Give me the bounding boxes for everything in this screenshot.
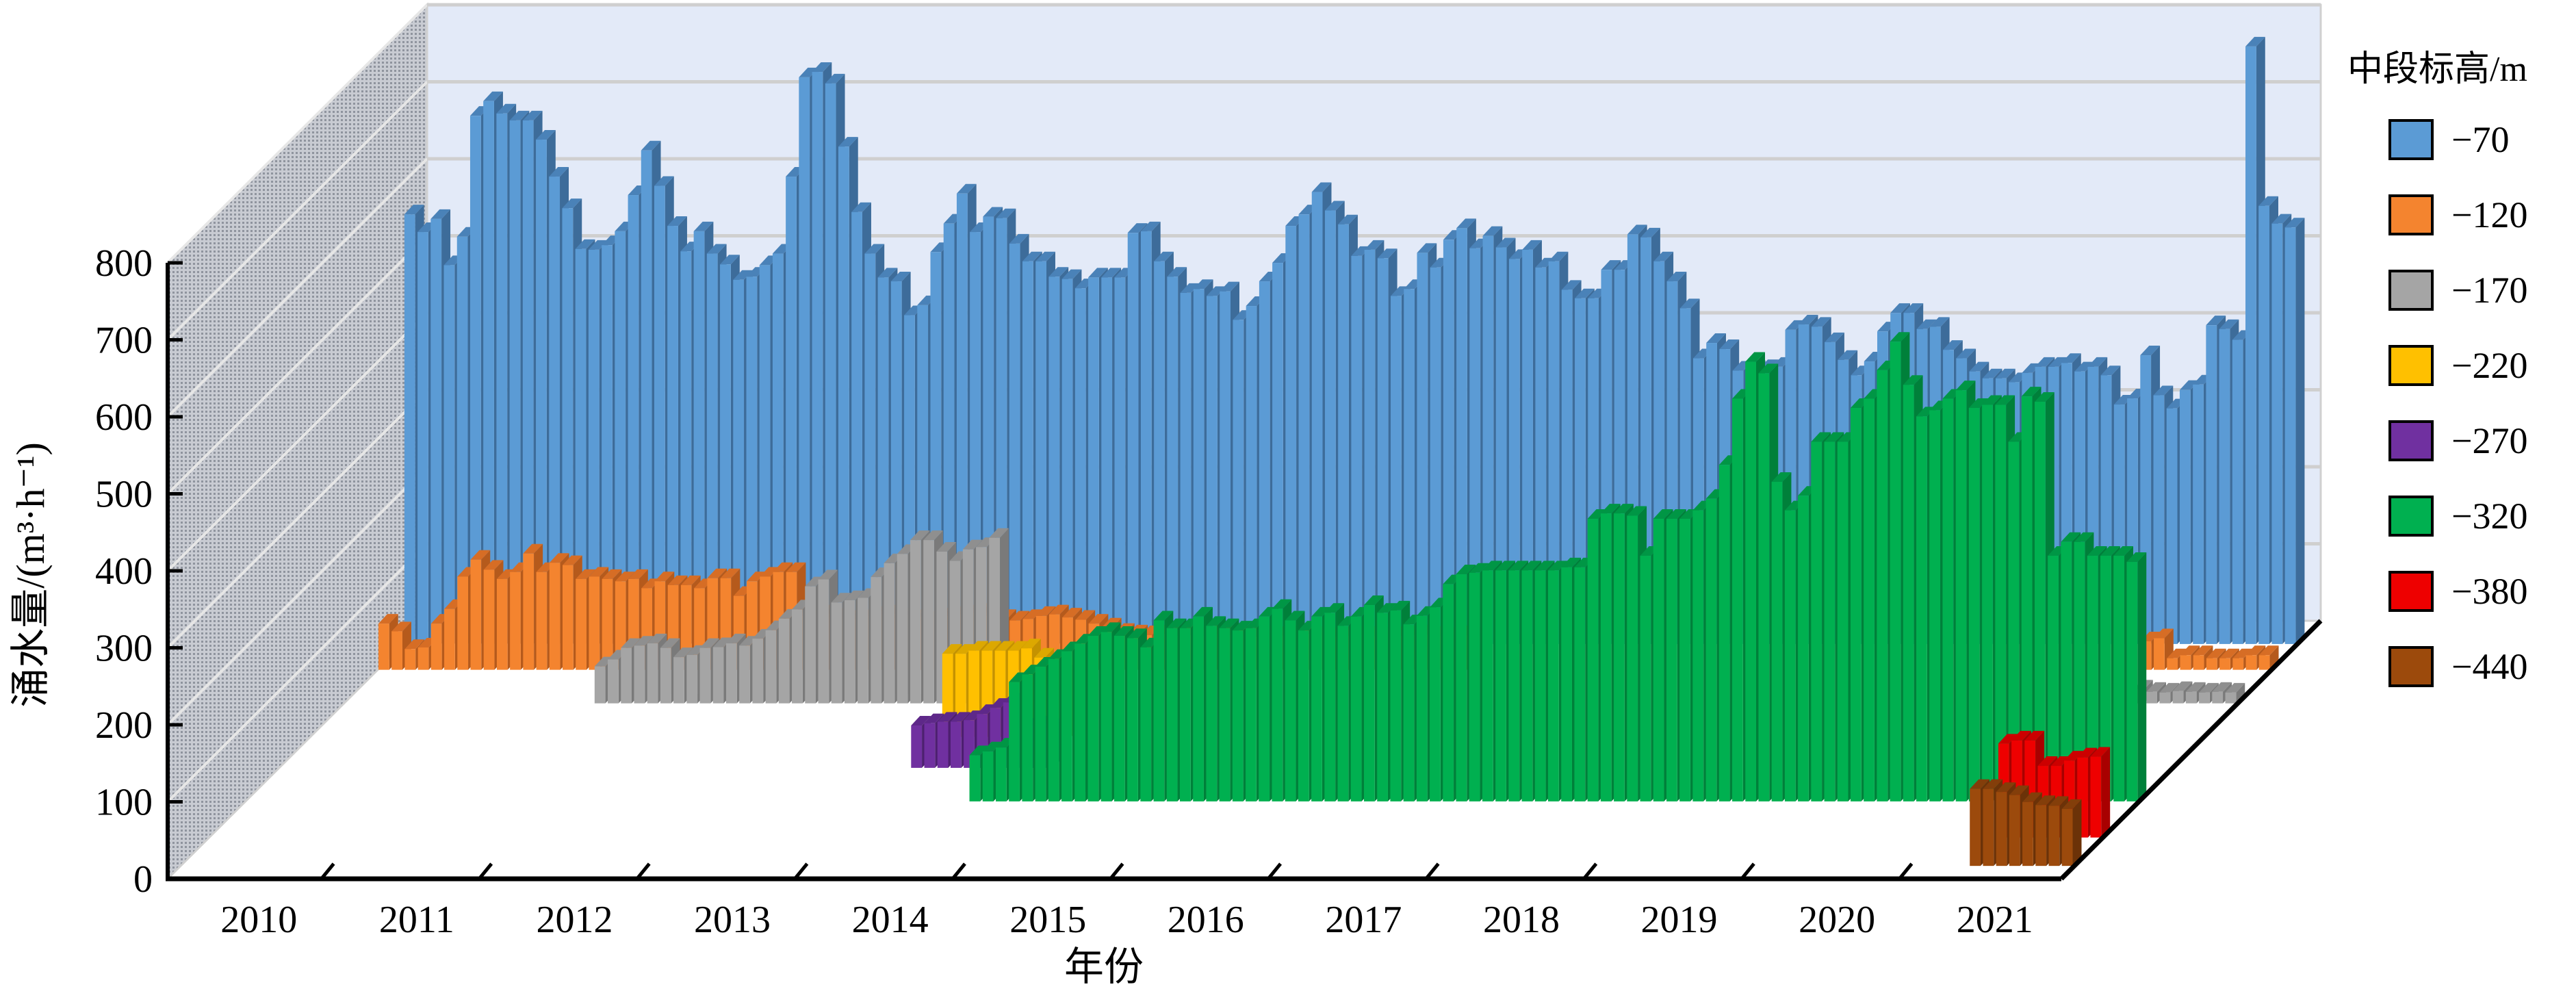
legend-label: −120 [2451, 194, 2527, 235]
x-tick-label: 2021 [1957, 899, 2033, 941]
x-tick-label: 2013 [694, 899, 771, 941]
x-tick [478, 862, 493, 880]
legend-swatch [2388, 345, 2434, 386]
x-tick-label: 2017 [1325, 899, 1402, 941]
series-7 [1970, 779, 2082, 866]
x-tick [320, 862, 335, 880]
side-gridline [166, 543, 428, 803]
x-tick-label: 2018 [1483, 899, 1560, 941]
legend-swatch [2388, 119, 2434, 160]
x-tick [793, 862, 809, 880]
series-5 [969, 332, 2147, 801]
legend-label: −380 [2451, 571, 2527, 612]
bars-layer [378, 36, 2305, 866]
x-tick-label: 2010 [220, 899, 297, 941]
x-tick [1740, 862, 1755, 880]
y-tick-label: 400 [95, 550, 153, 593]
legend: 中段标高/m −70 −120 −170 −220 −270 −320 −380 −440 [2347, 50, 2527, 687]
x-tick-label: 2012 [536, 899, 613, 941]
legend-label: −70 [2451, 119, 2509, 160]
bar-m440-143 [2061, 799, 2082, 866]
bar-m170-142 [2212, 682, 2232, 704]
x-tick [1424, 862, 1440, 880]
legend-swatch [2388, 496, 2434, 537]
side-gridline [166, 81, 428, 341]
y-tick-label: 300 [95, 628, 153, 670]
legend-swatch [2388, 646, 2434, 687]
legend-label: −320 [2451, 496, 2527, 537]
legend-swatch [2388, 194, 2434, 235]
y-tick-label: 0 [133, 858, 153, 901]
x-tick [635, 862, 651, 880]
bar-m120-1 [391, 621, 411, 670]
bar-m120-143 [2258, 645, 2279, 670]
y-tick-label: 700 [95, 320, 153, 362]
axes-layer: 0 100 200 300 400 500 600 700 800 2010 2011 2012 201… [95, 242, 2323, 941]
x-tick-label: 2015 [1009, 899, 1086, 941]
side-gridline [166, 389, 428, 649]
legend-swatch [2388, 571, 2434, 612]
x-axis-title: 年份 [1064, 945, 1144, 989]
x-tick-label: 2016 [1168, 899, 1244, 941]
legend-label: −170 [2451, 270, 2527, 311]
x-tick-label: 2020 [1799, 899, 1875, 941]
legend-title: 中段标高/m [2347, 50, 2527, 89]
bar-m320-143 [2126, 552, 2147, 801]
side-gridline [166, 235, 428, 495]
legend-label: −270 [2451, 420, 2527, 461]
legend-label: −220 [2451, 345, 2527, 386]
y-tick-label: 500 [95, 474, 153, 516]
bar-m380-143 [2090, 747, 2111, 838]
side-gridline [166, 465, 428, 726]
bar-m70-143 [2284, 218, 2305, 644]
x-tick-label: 2011 [379, 899, 454, 941]
x-tick-label: 2014 [852, 899, 929, 941]
x-tick [1109, 862, 1124, 880]
y-tick-label: 600 [95, 396, 153, 439]
legend-swatch [2388, 270, 2434, 311]
depth-axis-line [2059, 619, 2323, 881]
y-axis-title: 涌水量/(m³·h⁻¹) [8, 442, 53, 708]
side-gridline [166, 3, 428, 264]
bar-m170-143 [2225, 682, 2245, 704]
x-tick [1267, 862, 1283, 880]
side-gridline [166, 157, 428, 418]
x-tick [1582, 862, 1598, 880]
x-tick-label: 2019 [1641, 899, 1718, 941]
x-tick [1898, 862, 1914, 880]
x-tick [951, 862, 966, 880]
legend-swatch [2388, 420, 2434, 461]
y-tick-label: 100 [95, 782, 153, 824]
legend-label: −440 [2451, 646, 2527, 687]
y-tick-label: 800 [95, 242, 153, 285]
side-gridline [166, 311, 428, 572]
y-tick-label: 200 [95, 704, 153, 747]
